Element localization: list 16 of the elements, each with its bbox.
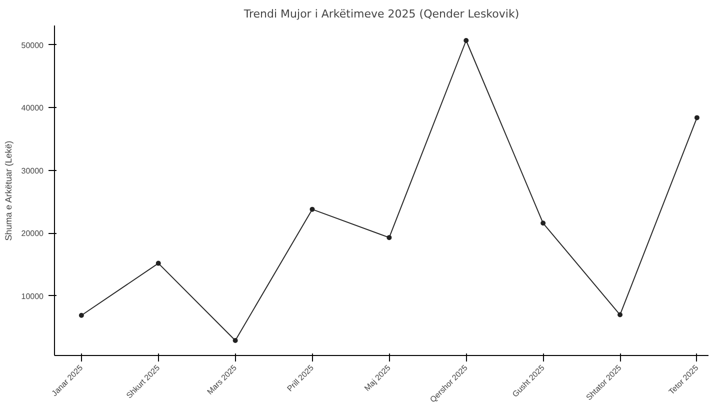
y-axis-title: Shuma e Arkëtuar (Lekë) [3,140,14,241]
y-tick-label: 10000 [21,292,44,301]
point [78,312,84,318]
y-tick-label: 50000 [21,40,44,50]
point [310,206,315,212]
point [156,260,161,266]
y-tick-label: 30000 [21,166,44,176]
point [618,312,623,318]
chart-title: Trendi Mujor i Arkëtimeve 2025 (Qender Leskovik) [242,8,520,20]
point [232,338,238,343]
point [694,115,700,120]
point [540,220,546,226]
point [386,235,392,240]
point [464,38,469,43]
y-tick-label: 40000 [21,104,44,113]
y-tick-label: 20000 [21,229,44,238]
